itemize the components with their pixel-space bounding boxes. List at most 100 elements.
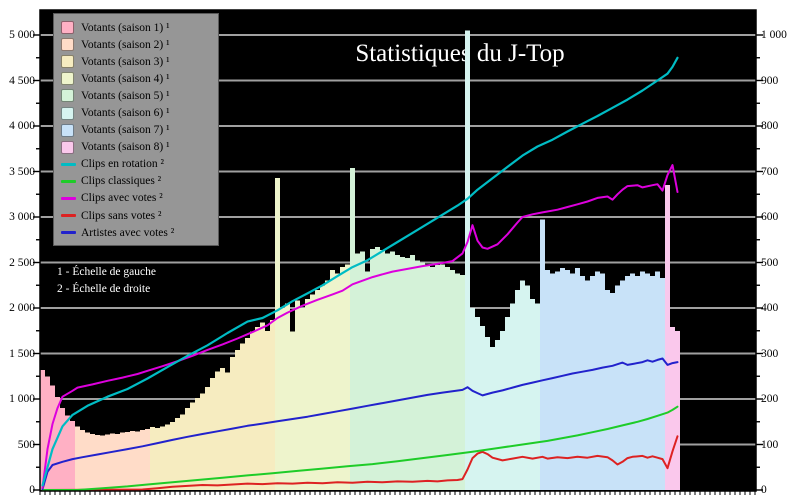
votants-bar xyxy=(315,289,320,490)
votants-bar xyxy=(280,308,285,490)
votants-bar xyxy=(485,337,490,490)
votants-bar xyxy=(120,432,125,490)
votants-bar xyxy=(330,269,335,490)
votants-bar xyxy=(460,275,465,490)
legend-area-swatch xyxy=(61,123,74,137)
left-axis-label: 5 000 xyxy=(9,29,35,41)
votants-bar xyxy=(550,273,555,490)
left-axis-label: 3 500 xyxy=(9,165,35,178)
votants-bar xyxy=(425,264,430,490)
votants-bar xyxy=(285,303,290,490)
votants-bar xyxy=(350,167,355,491)
plot-frame xyxy=(39,9,757,492)
right-axis-label: 900 xyxy=(761,74,779,87)
votants-bar xyxy=(565,269,570,490)
votants-bar xyxy=(195,398,200,490)
votants-bar xyxy=(300,308,305,490)
votants-bar xyxy=(575,267,580,490)
votants-bar xyxy=(390,251,395,490)
right-axis-label: 400 xyxy=(761,302,779,314)
votants-bar xyxy=(675,330,680,490)
votants-bar xyxy=(505,317,510,490)
votants-bar xyxy=(130,430,135,490)
legend-item-clips-en-rotation: Clips en rotation ² xyxy=(61,156,212,173)
votants-bar xyxy=(110,433,115,490)
votants-bar xyxy=(205,387,210,490)
right-axis-label: 600 xyxy=(761,211,779,223)
left-axis-label: 0 xyxy=(29,484,35,496)
votants-bar xyxy=(665,185,670,490)
votants-bar xyxy=(640,271,645,490)
legend-item-label: Votants (saison 7) ¹ xyxy=(81,124,170,137)
votants-bar xyxy=(310,294,315,490)
votants-bar xyxy=(240,343,245,490)
votants-bar xyxy=(515,289,520,490)
votants-bar xyxy=(535,303,540,490)
votants-bar xyxy=(410,255,415,490)
right-axis-label: 800 xyxy=(761,120,779,132)
legend-item-label: Artistes avec votes ² xyxy=(81,226,175,239)
legend-item-votants-saison-1: Votants (saison 1) ¹ xyxy=(61,19,212,36)
votants-bar xyxy=(95,434,100,490)
legend-area-swatch xyxy=(61,21,74,35)
legend-line-swatch xyxy=(61,231,76,235)
legend-area-swatch xyxy=(61,72,74,86)
chart-title: Statistiques du J-Top xyxy=(355,40,564,67)
line-clips-sans-votes xyxy=(41,435,679,491)
votants-bar xyxy=(420,262,425,490)
votants-bar xyxy=(250,331,255,490)
legend-area-swatch xyxy=(61,140,74,154)
votants-bar xyxy=(320,285,325,490)
line-clips-avec-votes xyxy=(41,164,679,489)
legend-item-label: Votants (saison 8) ¹ xyxy=(81,141,170,154)
legend-item-label: Clips classiques ² xyxy=(81,175,162,188)
votants-bar xyxy=(585,280,590,490)
votants-bar xyxy=(415,260,420,490)
votants-bar xyxy=(275,177,280,490)
legend-item-votants-saison-5: Votants (saison 5) ¹ xyxy=(61,87,212,104)
votants-bar xyxy=(630,273,635,490)
votants-bar xyxy=(510,303,515,490)
left-axis-label: 1 000 xyxy=(9,393,35,405)
legend-area-swatch xyxy=(61,55,74,69)
votants-bar xyxy=(470,308,475,490)
votants-bar xyxy=(165,424,170,490)
votants-bar xyxy=(345,264,350,490)
votants-bar xyxy=(100,435,105,490)
line-clips-en-rotation xyxy=(41,56,679,487)
votants-bar xyxy=(150,427,155,490)
votants-bar xyxy=(645,273,650,490)
votants-bar xyxy=(615,285,620,490)
legend-item-clips-sans-votes: Clips sans votes ² xyxy=(61,207,212,224)
votants-bar xyxy=(210,378,215,490)
legend-line-swatch xyxy=(61,162,76,166)
legend-item-artistes-avec-votes: Artistes avec votes ² xyxy=(61,224,212,241)
votants-bar xyxy=(525,285,530,490)
right-axis-label: 300 xyxy=(761,347,779,360)
legend-item-label: Clips sans votes ² xyxy=(81,209,162,222)
votants-bar xyxy=(80,429,85,490)
legend-item-clips-classiques: Clips classiques ² xyxy=(61,173,212,190)
votants-bar xyxy=(670,327,675,490)
votants-bar xyxy=(405,257,410,490)
votants-bar xyxy=(600,273,605,490)
legend-item-votants-saison-7: Votants (saison 7) ¹ xyxy=(61,122,212,139)
votants-bar xyxy=(245,338,250,490)
votants-bar xyxy=(270,319,275,490)
votants-bar xyxy=(90,434,95,490)
votants-bar xyxy=(335,273,340,490)
votants-bar xyxy=(325,280,330,490)
votants-bar xyxy=(605,289,610,490)
votants-bar xyxy=(560,267,565,490)
legend-area-swatch xyxy=(61,106,74,120)
footnote-right-scale: 2 - Échelle de droite xyxy=(57,283,151,295)
legend-area-swatch xyxy=(61,38,74,52)
votants-bar xyxy=(340,267,345,490)
left-axis-label: 2 500 xyxy=(9,256,35,269)
legend: Votants (saison 1) ¹ Votants (saison 2) ¹… xyxy=(53,13,219,247)
votants-bar xyxy=(385,253,390,490)
votants-bar xyxy=(495,339,500,490)
legend-item-votants-saison-4: Votants (saison 4) ¹ xyxy=(61,70,212,87)
votants-bar xyxy=(140,429,145,490)
